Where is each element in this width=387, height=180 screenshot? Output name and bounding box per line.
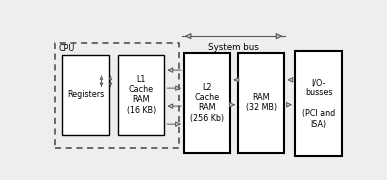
Bar xyxy=(295,51,342,156)
Text: Registers: Registers xyxy=(67,90,104,99)
Bar xyxy=(118,55,164,135)
Bar xyxy=(184,53,230,153)
Text: L1
Cache
RAM
(16 KB): L1 Cache RAM (16 KB) xyxy=(127,75,156,115)
Bar xyxy=(238,53,284,153)
Text: CPU: CPU xyxy=(58,44,75,53)
Text: I/O-
busses

(PCI and
ISA): I/O- busses (PCI and ISA) xyxy=(302,78,335,129)
Bar xyxy=(55,43,180,148)
Text: RAM
(32 MB): RAM (32 MB) xyxy=(246,93,277,112)
Text: System bus: System bus xyxy=(208,43,259,52)
Text: L2
Cache
RAM
(256 Kb): L2 Cache RAM (256 Kb) xyxy=(190,83,224,123)
Bar xyxy=(62,55,109,135)
